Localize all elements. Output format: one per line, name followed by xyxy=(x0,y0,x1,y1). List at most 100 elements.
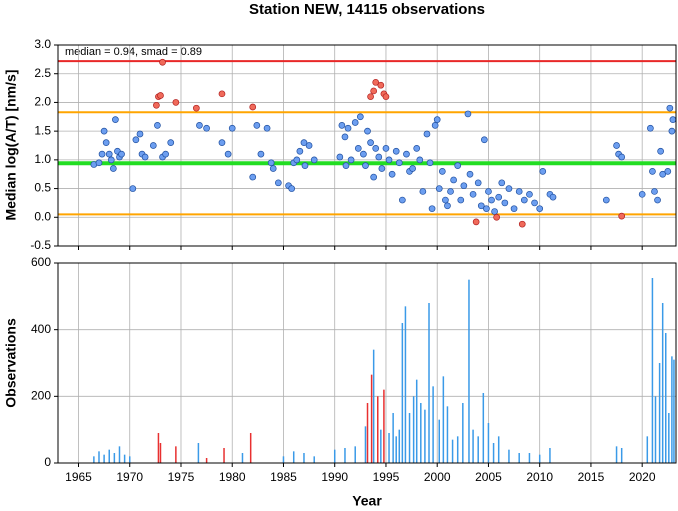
data-point xyxy=(464,110,472,118)
data-point xyxy=(382,145,390,152)
bar xyxy=(442,376,445,463)
y-tick-label: 400 xyxy=(31,322,51,336)
data-point xyxy=(263,124,271,132)
bar xyxy=(412,396,415,463)
bar xyxy=(223,448,225,463)
x-tick-label: 1985 xyxy=(270,470,297,484)
bar xyxy=(456,436,459,463)
data-point xyxy=(654,196,661,204)
data-point xyxy=(426,159,434,167)
bar xyxy=(98,451,100,463)
data-point xyxy=(447,188,454,195)
data-point xyxy=(253,122,261,129)
data-point xyxy=(403,150,410,158)
data-point xyxy=(354,145,362,152)
bar xyxy=(492,443,495,463)
data-point xyxy=(498,179,506,187)
data-point xyxy=(647,124,654,132)
data-point xyxy=(416,156,424,164)
data-point xyxy=(385,156,393,164)
bar xyxy=(159,443,162,463)
data-point xyxy=(649,167,656,175)
data-point xyxy=(351,119,359,126)
data-point xyxy=(433,116,441,124)
data-point xyxy=(274,179,282,187)
bar xyxy=(668,413,670,463)
bar xyxy=(432,386,434,463)
data-point xyxy=(668,127,676,135)
bar xyxy=(388,433,390,463)
bar xyxy=(654,396,657,463)
data-point xyxy=(338,122,346,129)
bar xyxy=(424,409,426,463)
bar xyxy=(528,453,531,463)
bar xyxy=(303,453,305,463)
data-point xyxy=(438,167,446,175)
data-point xyxy=(100,127,108,135)
data-point xyxy=(224,150,232,158)
data-point xyxy=(618,212,626,220)
data-point xyxy=(112,116,119,124)
data-point xyxy=(388,170,396,178)
bar xyxy=(671,356,673,463)
data-point xyxy=(549,193,557,201)
bar xyxy=(128,456,131,463)
data-point xyxy=(431,122,439,129)
data-point xyxy=(488,196,495,204)
bar xyxy=(673,359,675,463)
data-point xyxy=(136,130,144,138)
bar xyxy=(658,363,661,463)
data-point xyxy=(293,156,301,164)
plot-frame xyxy=(57,262,677,464)
bar xyxy=(401,323,404,463)
y-axis-label: Median log(A/T) [nm/s] xyxy=(3,70,19,221)
bar xyxy=(383,389,385,463)
data-point xyxy=(518,220,526,228)
data-point xyxy=(370,87,378,95)
data-point xyxy=(301,162,309,169)
y-tick-label: 0.5 xyxy=(34,181,51,195)
bar xyxy=(472,429,474,463)
data-point xyxy=(485,188,492,195)
bar xyxy=(380,429,382,463)
data-point xyxy=(477,202,485,210)
bar xyxy=(420,403,422,463)
bar xyxy=(175,446,177,463)
data-point xyxy=(526,190,533,198)
bar xyxy=(364,426,367,463)
x-tick-label: 1970 xyxy=(116,470,143,484)
y-axis-label: Observations xyxy=(3,318,19,408)
data-point xyxy=(495,193,503,201)
data-point xyxy=(444,202,451,210)
data-point xyxy=(442,196,449,204)
bar xyxy=(282,456,285,463)
bar xyxy=(197,443,200,463)
bar xyxy=(313,456,315,463)
bar xyxy=(404,306,407,463)
data-point xyxy=(466,170,474,178)
bar xyxy=(344,448,346,463)
bar xyxy=(651,278,654,463)
data-point xyxy=(347,156,355,164)
data-point xyxy=(196,122,203,129)
x-axis-label: Year xyxy=(352,493,382,509)
y-tick-label: 1.0 xyxy=(34,152,51,166)
data-point xyxy=(249,173,257,181)
data-point xyxy=(520,196,528,204)
data-point xyxy=(193,104,200,112)
bar xyxy=(292,451,295,463)
data-point xyxy=(651,188,658,195)
data-point xyxy=(172,99,180,106)
bar xyxy=(428,303,430,463)
data-point xyxy=(493,213,500,221)
bar xyxy=(438,419,441,463)
data-point xyxy=(539,167,547,175)
data-point xyxy=(153,101,160,109)
bar xyxy=(477,436,479,463)
bar xyxy=(398,429,401,463)
data-point xyxy=(457,196,465,204)
bar xyxy=(615,446,618,463)
data-point xyxy=(356,113,364,121)
data-point xyxy=(296,147,304,155)
data-point xyxy=(618,153,626,161)
